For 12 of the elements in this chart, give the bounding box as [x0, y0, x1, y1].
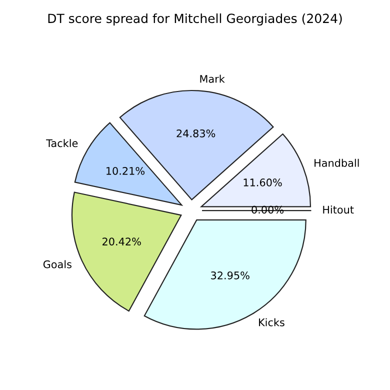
slice-label: Handball: [314, 158, 359, 167]
data-label: 10.21%: [106, 166, 145, 175]
data-label: 24.83%: [176, 129, 216, 138]
slice-label: Tackle: [46, 139, 78, 148]
data-label: 32.95%: [211, 271, 250, 280]
slice-label: Goals: [43, 260, 72, 268]
category-label: Hitout: [323, 206, 354, 214]
slice-label: Mark: [200, 74, 225, 83]
slice-label: Kicks: [259, 318, 284, 326]
data-label: 20.42%: [102, 238, 141, 246]
chart-title: DT score spread for Mitchell Georgiades (2024): [48, 13, 342, 26]
data-label: 11.60%: [244, 178, 282, 186]
